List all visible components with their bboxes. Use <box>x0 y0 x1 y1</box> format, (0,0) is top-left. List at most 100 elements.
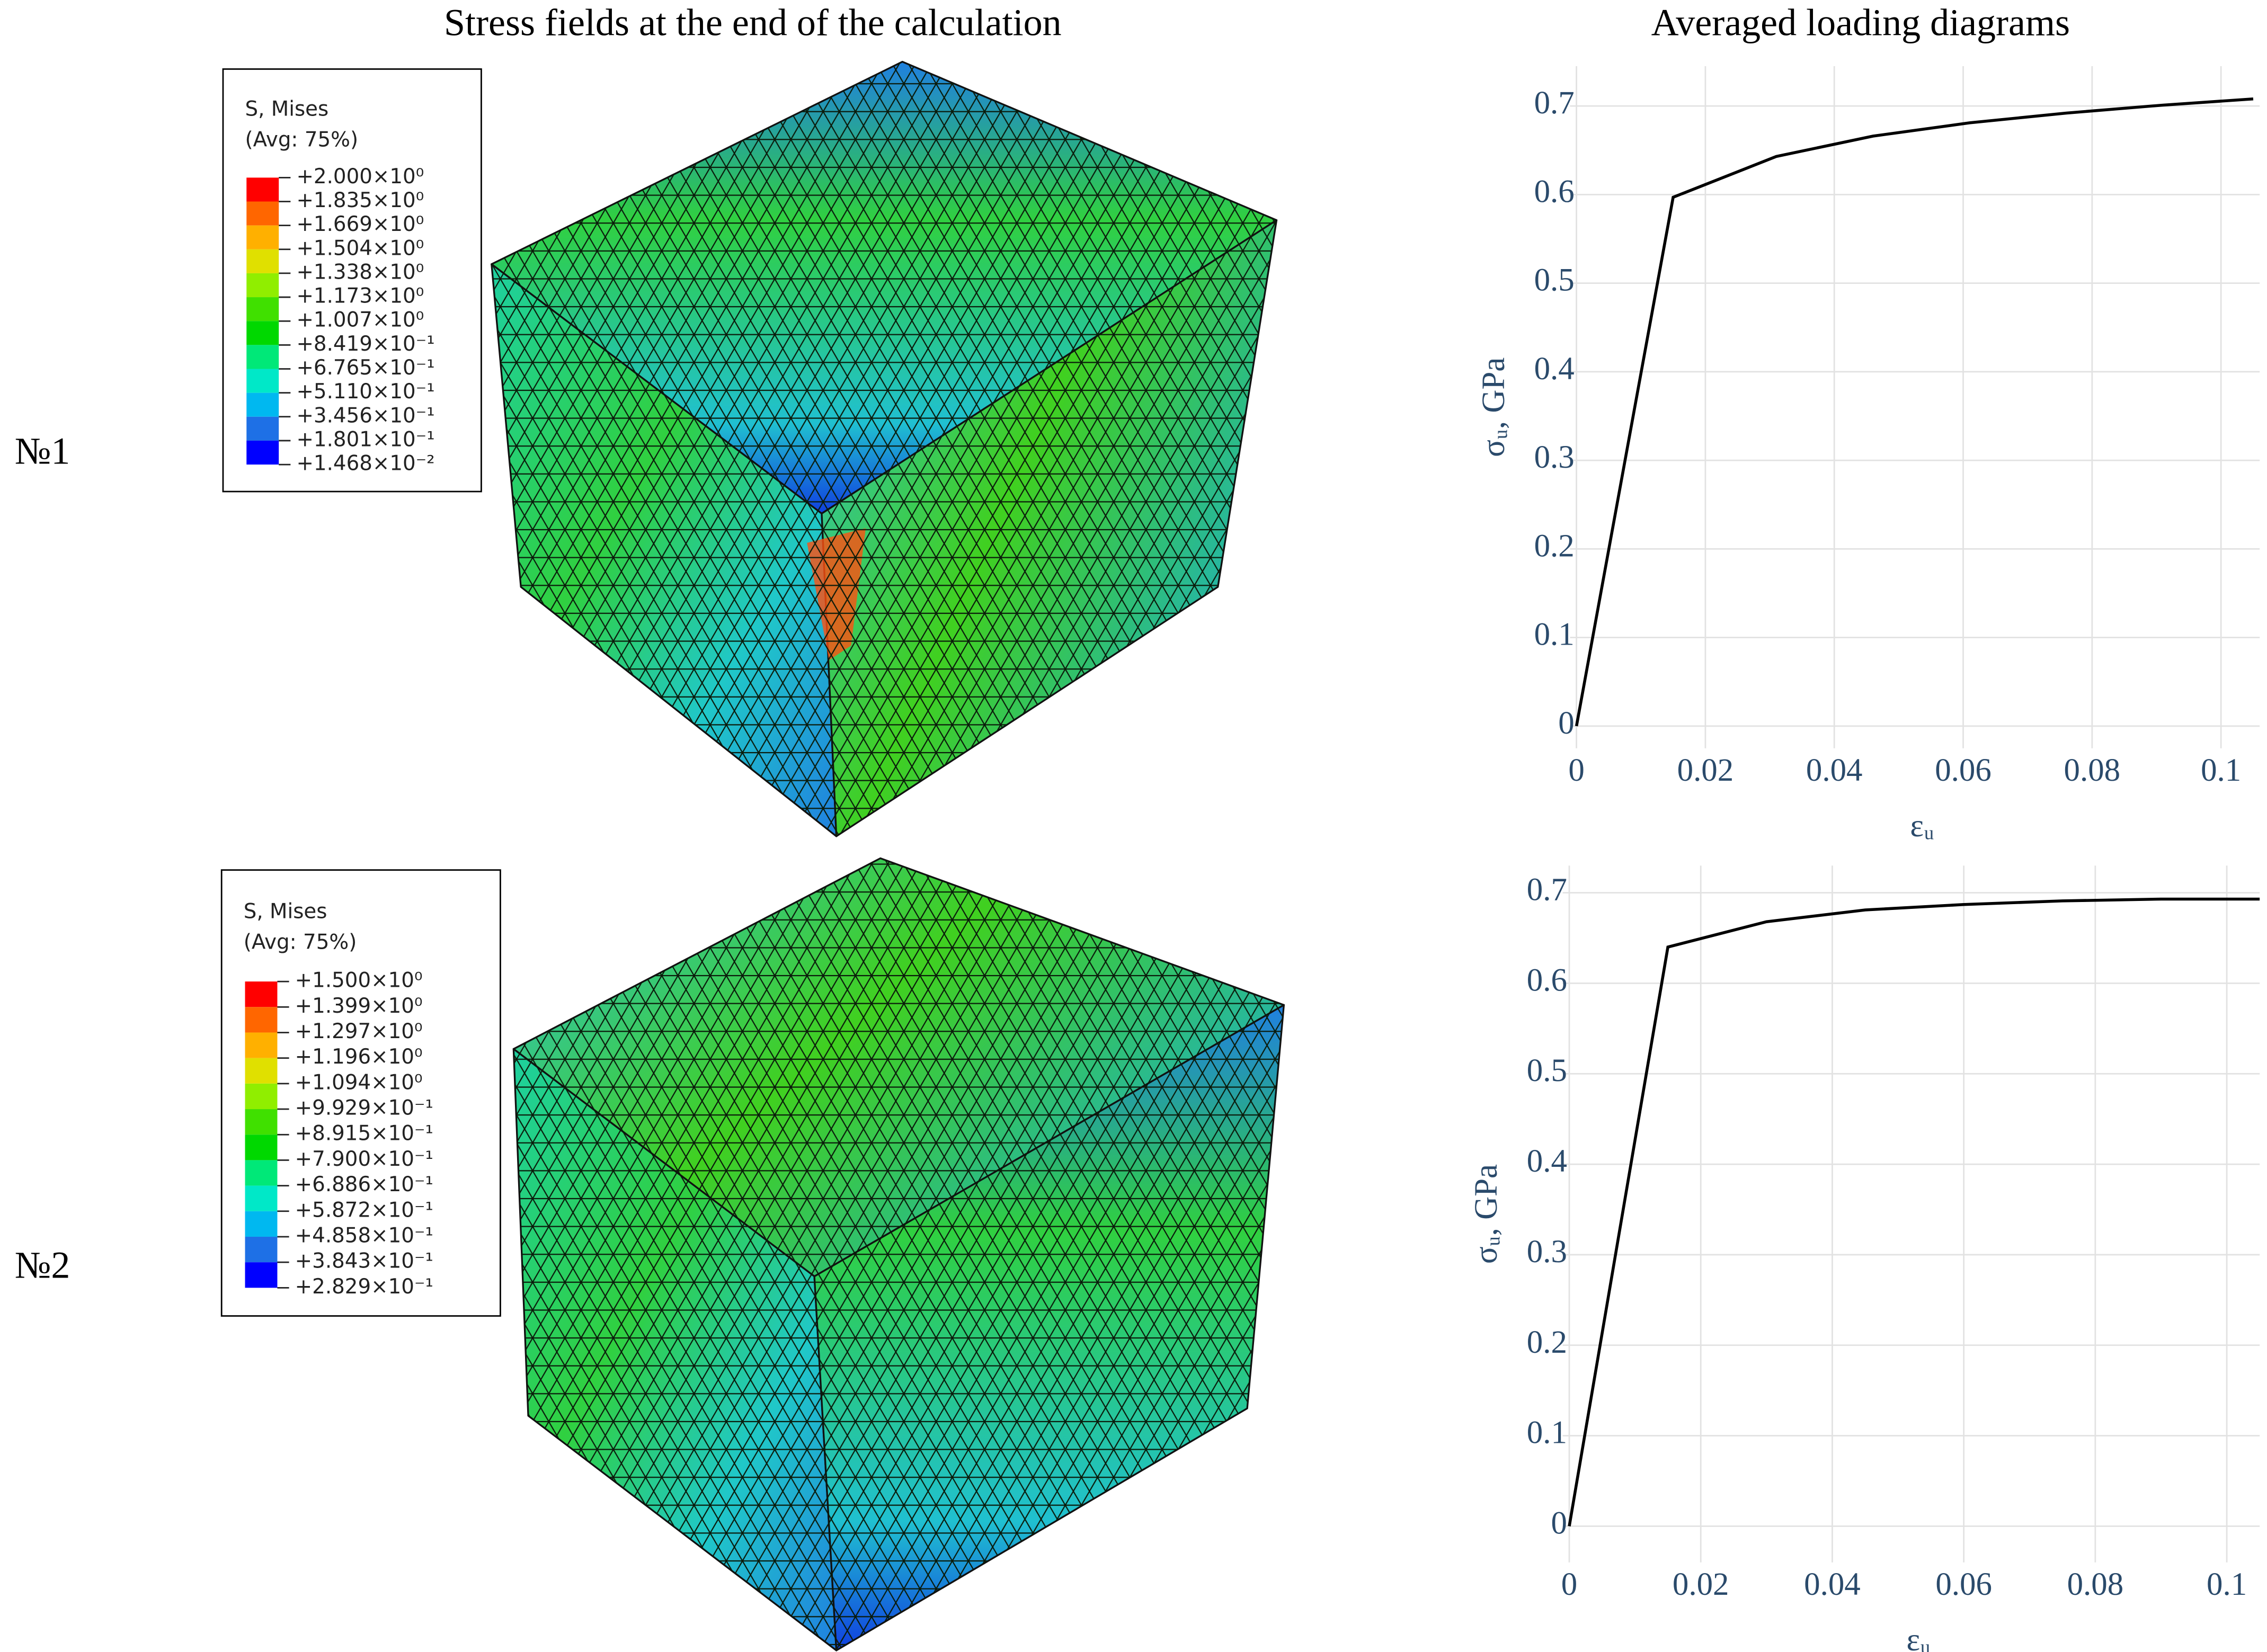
legend-swatch <box>246 249 279 273</box>
legend-swatch <box>246 440 279 465</box>
mesh-2 <box>512 857 1285 1651</box>
legend-swatch <box>246 297 279 322</box>
legend-label: +1.196×10⁰ <box>295 1045 423 1069</box>
row-label: №2 <box>15 1244 70 1286</box>
x-tick-label: 0.02 <box>1677 753 1734 788</box>
chart: 0 0.1 0.2 0.3 0.4 0.5 0.6 0.7 0 0.02 0.04 0.06 0.08 0… <box>1469 865 2260 1652</box>
y-axis-label: σᵤ, GPa <box>1469 1164 1504 1264</box>
mesh-1 <box>491 60 1278 837</box>
legend-swatch <box>245 1083 278 1110</box>
legend-swatch <box>245 1109 278 1135</box>
legend-swatch <box>245 1211 278 1237</box>
chart: 0 0.1 0.2 0.3 0.4 0.5 0.6 0.7 0 0.02 0.04 0.06 0.08 0… <box>1476 66 2260 844</box>
x-tick-label: 0.08 <box>2064 753 2121 788</box>
legend-label: +2.000×10⁰ <box>296 165 424 189</box>
legend-label: +1.399×10⁰ <box>295 994 423 1018</box>
legend-label: +8.915×10⁻¹ <box>295 1122 433 1146</box>
y-tick-label: 0.1 <box>1534 617 1575 653</box>
data-line <box>1575 97 2254 727</box>
y-tick-label: 0.2 <box>1534 528 1575 564</box>
y-tick-label: 0.5 <box>1534 263 1575 298</box>
legend-swatch <box>245 1262 278 1288</box>
legend-swatch <box>245 1185 278 1211</box>
y-tick-label: 0.6 <box>1527 962 1567 998</box>
legend-label: +1.835×10⁰ <box>296 189 424 212</box>
legend-swatch <box>246 177 279 202</box>
legend-label: +5.110×10⁻¹ <box>296 380 434 404</box>
y-tick-label: 0.7 <box>1527 872 1567 908</box>
legend: S, Mises(Avg: 75%)+2.000×10⁰+1.835×10⁰+1… <box>222 68 482 493</box>
y-axis-label: σᵤ, GPa <box>1476 358 1512 457</box>
y-tick-label: 0.4 <box>1534 351 1575 387</box>
legend-title: S, Mises <box>245 97 329 121</box>
legend-swatch <box>246 345 279 369</box>
legend-label: +3.456×10⁻¹ <box>296 404 434 427</box>
legend-swatch <box>245 1236 278 1263</box>
legend-label: +6.886×10⁻¹ <box>295 1173 433 1196</box>
legend-label: +7.900×10⁻¹ <box>295 1147 433 1171</box>
legend-label: +1.338×10⁰ <box>296 260 424 284</box>
legend-label: +5.872×10⁻¹ <box>295 1198 433 1222</box>
x-tick-label: 0.02 <box>1673 1567 1729 1602</box>
x-tick-label: 0 <box>1568 753 1584 788</box>
y-tick-label: 0.3 <box>1527 1234 1567 1270</box>
legend: S, Mises(Avg: 75%)+1.500×10⁰+1.399×10⁰+1… <box>220 869 501 1317</box>
legend-label: +2.829×10⁻¹ <box>295 1275 433 1299</box>
legend-swatch <box>246 225 279 249</box>
legend-label: +1.007×10⁰ <box>296 308 424 332</box>
x-tick-label: 0.06 <box>1935 753 1992 788</box>
x-axis-label: εᵤ <box>1906 1622 1931 1652</box>
legend-swatch <box>245 1058 278 1084</box>
legend-label: +1.801×10⁻¹ <box>296 427 434 451</box>
legend-swatch <box>245 1160 278 1186</box>
x-tick-label: 0 <box>1561 1567 1577 1602</box>
panel-title: Stress fields at the end of the calculat… <box>444 2 1062 44</box>
legend-swatch <box>246 369 279 393</box>
legend-label: +1.297×10⁰ <box>295 1020 423 1043</box>
legend-label: +1.504×10⁰ <box>296 236 424 260</box>
legend-swatch <box>246 416 279 441</box>
legend-swatch <box>245 1135 278 1160</box>
legend-swatch <box>245 981 278 1007</box>
legend-title: S, Mises <box>244 899 327 923</box>
legend-swatch <box>246 392 279 417</box>
legend-swatch <box>245 1032 278 1058</box>
x-axis-label: εᵤ <box>1910 808 1934 844</box>
legend-label: +1.468×10⁻² <box>296 452 434 476</box>
x-tick-label: 0.08 <box>2067 1567 2124 1602</box>
x-tick-label: 0.04 <box>1804 1567 1861 1602</box>
legend-swatch <box>246 321 279 345</box>
data-line <box>1568 897 2260 1526</box>
legend-label: +1.094×10⁰ <box>295 1070 423 1094</box>
x-tick-label: 0.04 <box>1806 753 1863 788</box>
legend-subtitle: (Avg: 75%) <box>245 128 359 152</box>
legend-label: +6.765×10⁻¹ <box>296 356 434 380</box>
x-tick-label: 0.1 <box>2207 1567 2247 1602</box>
x-tick-label: 0.1 <box>2201 753 2241 788</box>
legend-subtitle: (Avg: 75%) <box>244 931 357 954</box>
legend-label: +1.669×10⁰ <box>296 212 424 236</box>
legend-label: +8.419×10⁻¹ <box>296 332 434 356</box>
legend-label: +9.929×10⁻¹ <box>295 1096 433 1120</box>
legend-label: +3.843×10⁻¹ <box>295 1249 433 1273</box>
legend-swatch <box>246 201 279 226</box>
y-tick-label: 0.2 <box>1527 1325 1567 1360</box>
y-tick-label: 0 <box>1551 1505 1567 1541</box>
y-tick-label: 0.7 <box>1534 85 1575 121</box>
legend-label: +1.173×10⁰ <box>296 284 424 308</box>
y-tick-label: 0.5 <box>1527 1053 1567 1088</box>
legend-label: +1.500×10⁰ <box>295 969 423 993</box>
y-tick-label: 0.4 <box>1527 1144 1567 1179</box>
panel-title: Averaged loading diagrams <box>1651 2 2070 44</box>
legend-label: +4.858×10⁻¹ <box>295 1224 433 1247</box>
y-tick-label: 0 <box>1558 706 1574 741</box>
legend-swatch <box>246 273 279 298</box>
y-tick-label: 0.1 <box>1527 1415 1567 1451</box>
y-tick-label: 0.6 <box>1534 174 1575 209</box>
row-label: №1 <box>15 430 70 472</box>
y-tick-label: 0.3 <box>1534 440 1575 475</box>
legend-swatch <box>245 1007 278 1033</box>
x-tick-label: 0.06 <box>1935 1567 1992 1602</box>
